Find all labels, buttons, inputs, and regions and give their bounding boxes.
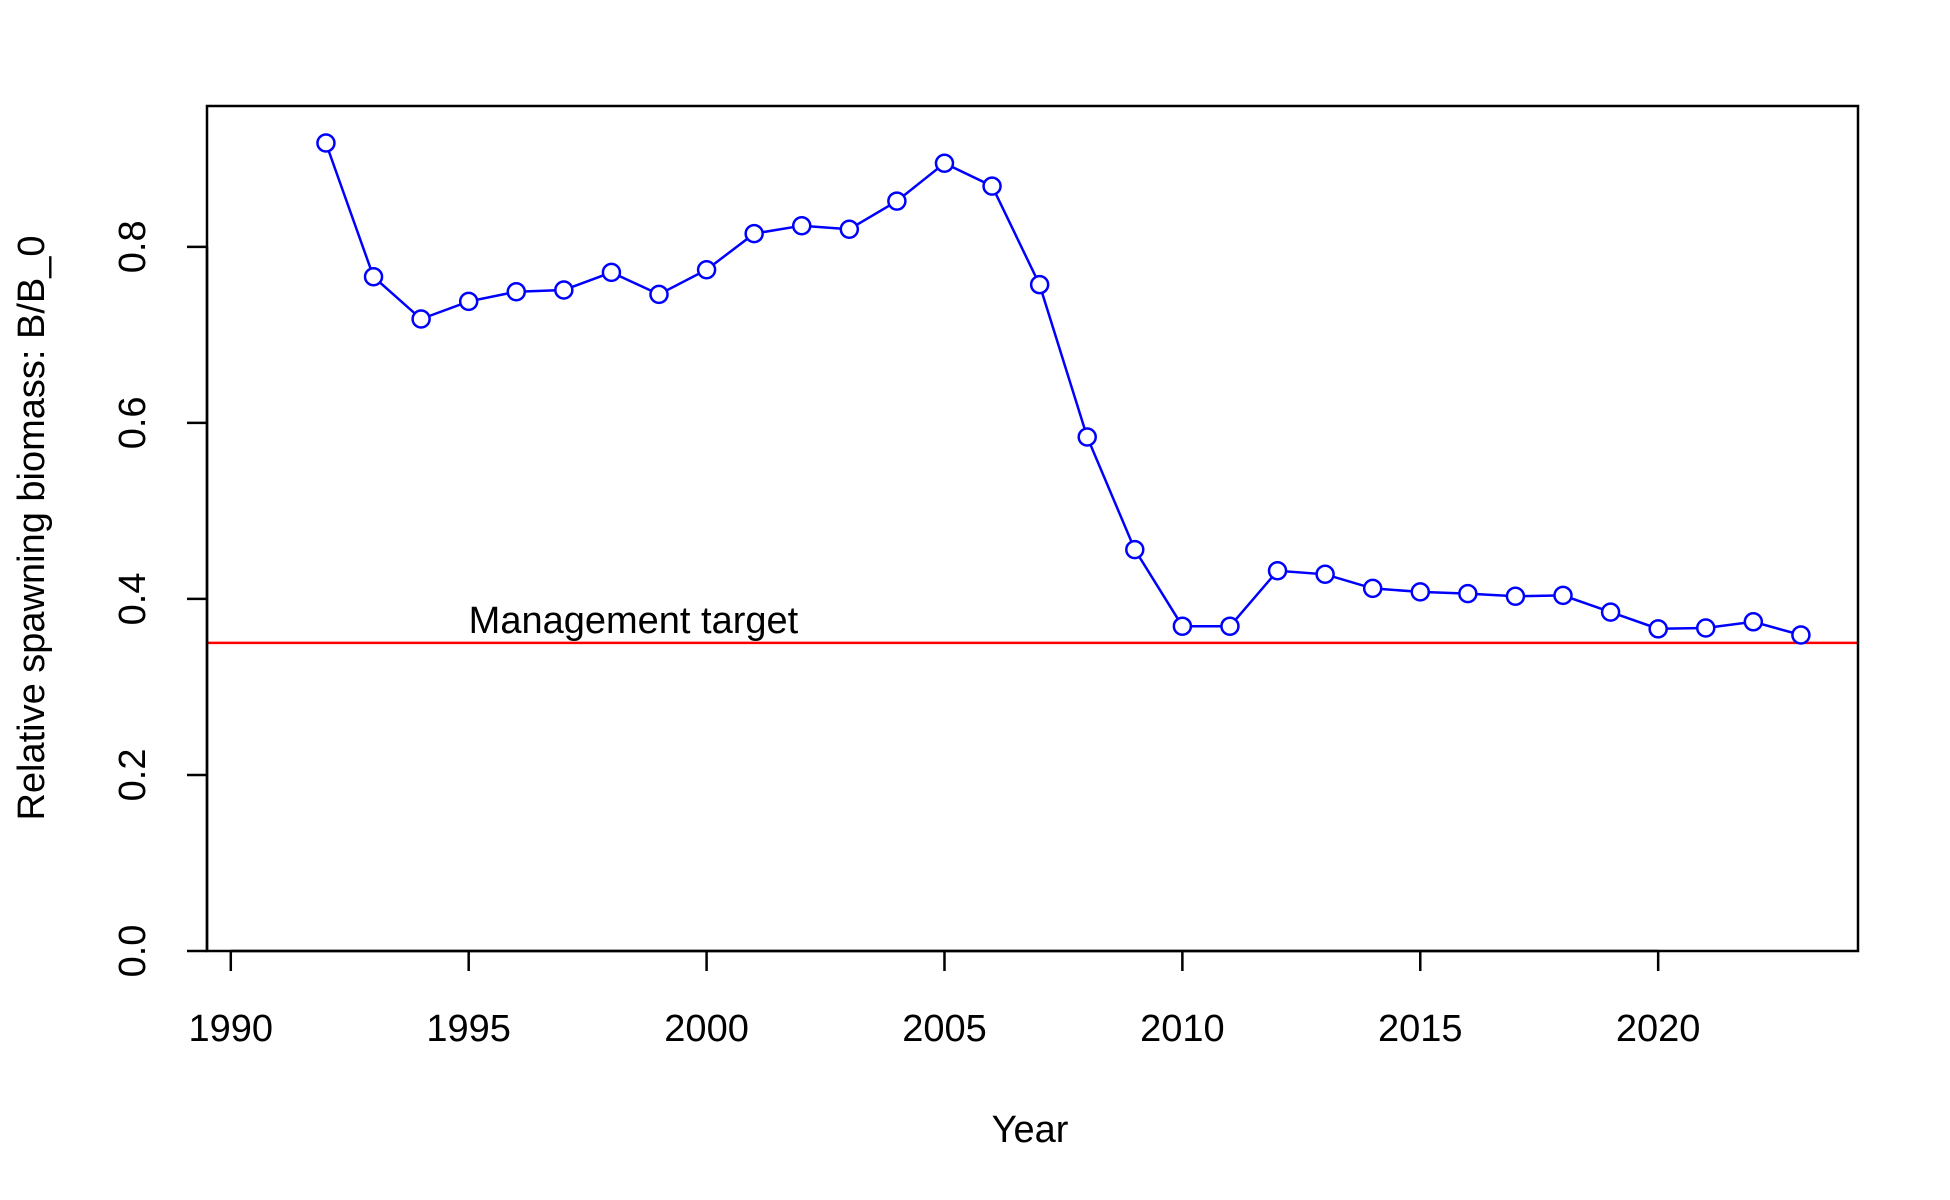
data-point bbox=[649, 284, 669, 305]
data-point bbox=[1648, 619, 1668, 639]
y-tick-label: 0.8 bbox=[112, 220, 154, 273]
y-tick-label: 0.4 bbox=[112, 573, 154, 626]
data-point bbox=[554, 280, 574, 300]
data-point bbox=[982, 176, 1002, 196]
data-point bbox=[506, 281, 527, 302]
x-tick-label: 2000 bbox=[664, 1008, 749, 1050]
data-point bbox=[1315, 564, 1335, 585]
data-point bbox=[411, 309, 431, 329]
data-point bbox=[1125, 539, 1145, 560]
x-tick-label: 1990 bbox=[189, 1008, 274, 1050]
data-point bbox=[1743, 612, 1764, 632]
x-tick-label: 2005 bbox=[902, 1008, 987, 1050]
y-axis-label: Relative spawning biomass: B/B_0 bbox=[11, 235, 53, 820]
data-point bbox=[1505, 586, 1526, 607]
y-tick-label: 0.0 bbox=[112, 925, 154, 978]
data-point bbox=[1077, 427, 1097, 447]
x-tick-label: 2015 bbox=[1378, 1008, 1463, 1050]
data-point bbox=[934, 153, 955, 173]
x-tick-label: 2010 bbox=[1140, 1008, 1225, 1050]
plot-frame bbox=[205, 104, 1860, 953]
data-point bbox=[1600, 602, 1621, 622]
data-point bbox=[696, 259, 717, 280]
data-point bbox=[839, 219, 860, 239]
y-tick-label: 0.2 bbox=[112, 749, 154, 802]
data-point bbox=[1410, 582, 1431, 602]
series-line bbox=[324, 142, 1802, 637]
data-point bbox=[1791, 625, 1811, 645]
y-tick-label: 0.6 bbox=[112, 396, 154, 449]
data-point bbox=[1172, 616, 1193, 636]
axes-layer: 1990 1995 2000 2005 2010 2015 2020 0.0 0.2 0.4 0.6… bbox=[112, 220, 1700, 1050]
data-point bbox=[1362, 578, 1383, 599]
data-point bbox=[791, 215, 812, 236]
x-tick-label: 2020 bbox=[1616, 1008, 1701, 1050]
reference-layer: Management target bbox=[207, 600, 1858, 645]
data-point bbox=[887, 191, 907, 211]
data-point bbox=[1267, 561, 1288, 581]
data-point bbox=[1220, 616, 1240, 636]
data-point bbox=[458, 291, 479, 312]
data-point bbox=[744, 223, 764, 244]
data-point bbox=[316, 133, 336, 153]
data-point bbox=[363, 267, 384, 287]
data-point bbox=[1553, 585, 1573, 606]
series-layer bbox=[316, 133, 1811, 645]
management-target-label: Management target bbox=[469, 600, 799, 642]
x-tick-label: 1995 bbox=[426, 1008, 511, 1050]
x-axis-label: Year bbox=[992, 1109, 1069, 1151]
data-point bbox=[1695, 618, 1716, 638]
data-point bbox=[1029, 274, 1050, 295]
data-point bbox=[601, 262, 622, 283]
data-point bbox=[1458, 583, 1478, 604]
